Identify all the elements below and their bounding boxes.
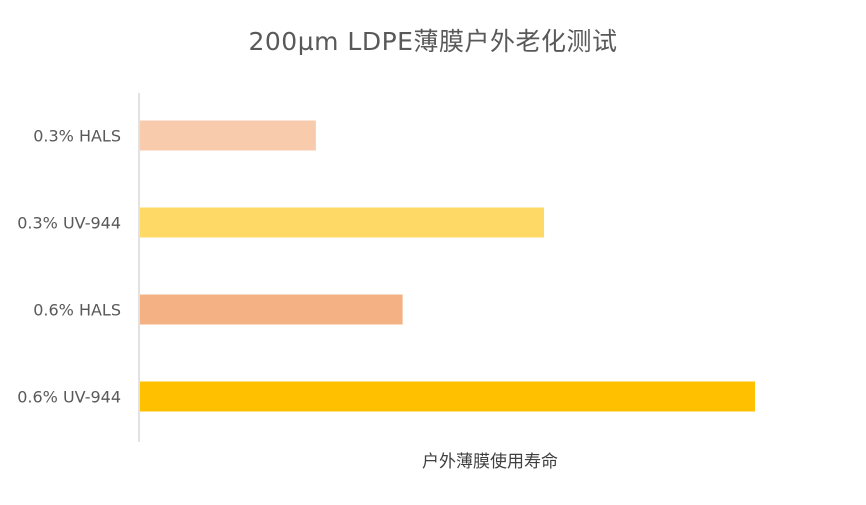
category-label: 0.6% UV-944 <box>17 388 121 407</box>
bar-2 <box>140 207 545 238</box>
bars-layer <box>140 120 755 412</box>
category-label: 0.3% UV-944 <box>17 214 121 233</box>
bar-4 <box>140 381 755 412</box>
x-axis-label: 户外薄膜使用寿命 <box>422 452 558 472</box>
bar-3 <box>140 294 403 325</box>
category-label: 0.6% HALS <box>33 301 121 320</box>
bar-1 <box>140 120 316 151</box>
chart-title: 200µm LDPE薄膜户外老化测试 <box>248 27 618 56</box>
category-labels: 0.3% HALS 0.3% UV-944 0.6% HALS 0.6% UV-944 <box>17 127 121 407</box>
category-label: 0.3% HALS <box>33 127 121 146</box>
